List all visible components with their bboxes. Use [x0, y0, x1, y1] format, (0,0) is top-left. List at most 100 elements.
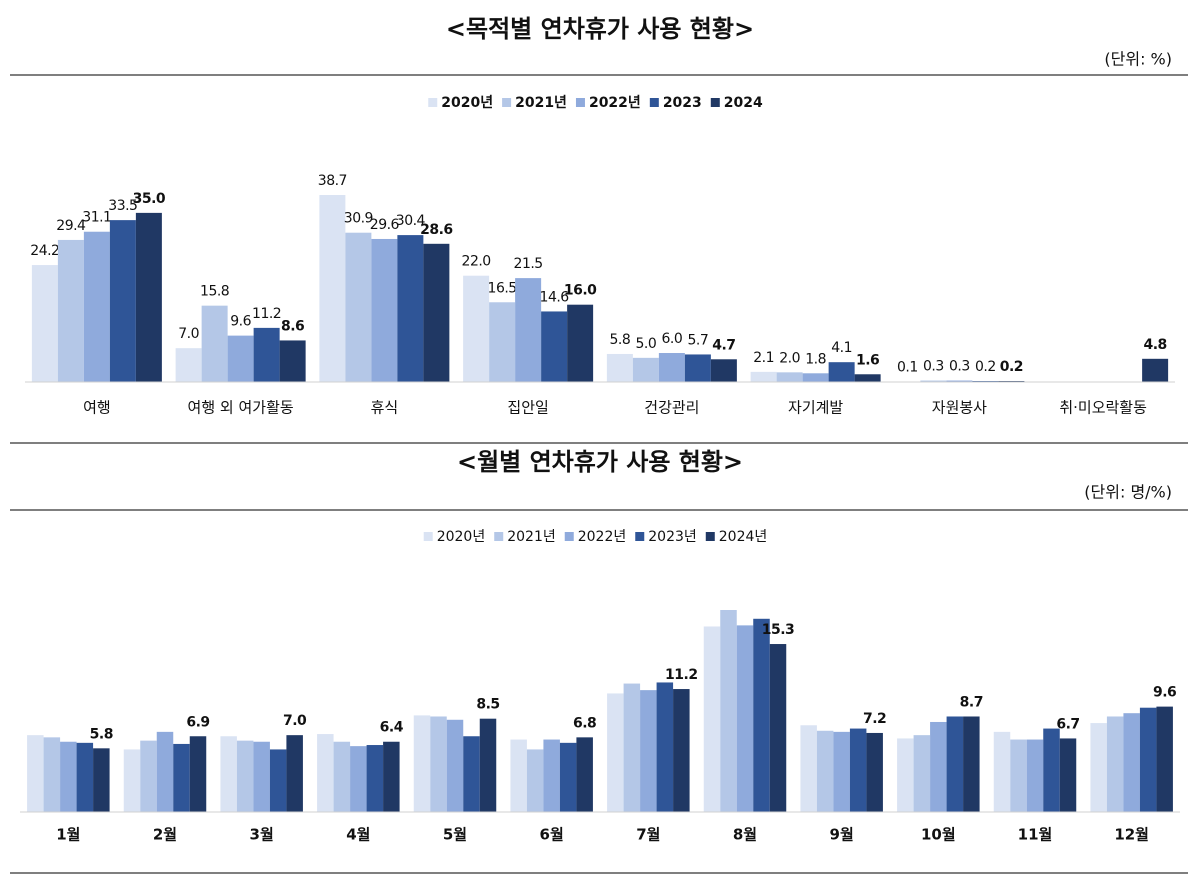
bar [253, 327, 280, 382]
bar [854, 374, 881, 382]
data-label: 0.3 [949, 359, 970, 375]
bar [201, 305, 228, 382]
bar [156, 731, 174, 812]
bar [567, 304, 594, 382]
bar [640, 690, 657, 812]
data-label: 31.1 [82, 210, 111, 226]
bar [189, 736, 207, 812]
chart-title: <목적별 연차휴가 사용 현황> [446, 15, 754, 43]
bar [913, 735, 931, 812]
bar [76, 742, 94, 812]
bar [576, 737, 593, 812]
x-tick-label: 자기계발 [788, 399, 843, 417]
bar [623, 683, 641, 812]
legend-swatch [649, 98, 659, 107]
bar [658, 353, 685, 382]
bar [1142, 358, 1169, 382]
x-tick-label: 5월 [443, 826, 467, 844]
bar [286, 735, 303, 812]
bar [333, 741, 351, 812]
x-tick-label: 7월 [636, 826, 660, 844]
x-tick-label: 11월 [1018, 826, 1053, 844]
bar [397, 235, 424, 382]
bar [753, 618, 770, 812]
bar [946, 380, 973, 382]
legend-label: 2023 [663, 95, 702, 111]
data-label: 6.7 [1056, 716, 1079, 732]
data-label: 7.0 [178, 326, 199, 342]
bar [559, 742, 577, 812]
bar [1139, 707, 1157, 812]
data-label: 33.5 [108, 198, 137, 214]
data-label: 28.6 [420, 222, 453, 238]
bar [703, 626, 721, 812]
bar [463, 275, 490, 382]
bar [60, 741, 77, 812]
bar [802, 373, 829, 382]
data-label: 14.6 [540, 289, 570, 305]
bar [866, 732, 883, 812]
bar [220, 736, 237, 812]
x-tick-label: 8월 [733, 826, 757, 844]
data-label: 21.5 [514, 256, 543, 272]
bar [345, 232, 372, 382]
legend-label: 2022년 [589, 95, 641, 111]
bar [319, 195, 346, 382]
data-label: 11.2 [252, 306, 281, 322]
bar [776, 372, 803, 382]
legend-swatch [564, 532, 574, 541]
bar [510, 739, 527, 812]
bar [27, 735, 44, 812]
data-label: 8.6 [281, 318, 304, 334]
bar [83, 231, 110, 382]
data-label: 30.9 [344, 211, 373, 227]
legend-label: 2020년 [437, 529, 486, 545]
x-tick-label: 여행 외 여가활동 [188, 399, 294, 417]
bar [1090, 723, 1107, 812]
data-label: 22.0 [462, 254, 491, 270]
bar [366, 745, 384, 812]
legend-label: 2020년 [441, 95, 493, 111]
bar [123, 749, 141, 812]
bar [543, 739, 560, 812]
bar [993, 731, 1011, 812]
bar [736, 625, 754, 812]
bar [43, 737, 61, 812]
bar [541, 311, 568, 382]
bar [897, 738, 914, 812]
bar [800, 725, 817, 812]
bar [720, 610, 737, 812]
bar [479, 718, 497, 812]
bar [269, 749, 287, 812]
data-label: 7.2 [863, 711, 886, 727]
data-label: 1.8 [805, 351, 826, 367]
chart-title: <월별 연차휴가 사용 현황> [457, 448, 743, 476]
bar [135, 212, 162, 382]
bar [1043, 728, 1060, 812]
bar [317, 734, 334, 812]
bar [816, 730, 834, 812]
bar [1106, 716, 1124, 812]
data-label: 0.2 [975, 359, 996, 375]
bar [227, 335, 254, 382]
legend-swatch [428, 98, 438, 107]
legend-swatch [423, 532, 433, 541]
bar [526, 749, 544, 812]
bar [1123, 713, 1140, 812]
data-label: 9.6 [230, 314, 251, 330]
legend-label: 2024년 [719, 529, 768, 545]
data-label: 16.5 [488, 280, 517, 296]
bar [236, 740, 254, 812]
data-label: 24.2 [30, 243, 59, 259]
bar [632, 357, 659, 382]
bar [849, 728, 867, 812]
data-label: 11.2 [665, 667, 698, 683]
bar [31, 265, 58, 382]
bar [489, 302, 516, 382]
data-label: 38.7 [318, 173, 347, 189]
data-label: 0.3 [923, 359, 944, 375]
data-label: 5.8 [609, 332, 630, 348]
x-tick-label: 12월 [1114, 826, 1149, 844]
bar [828, 362, 855, 382]
